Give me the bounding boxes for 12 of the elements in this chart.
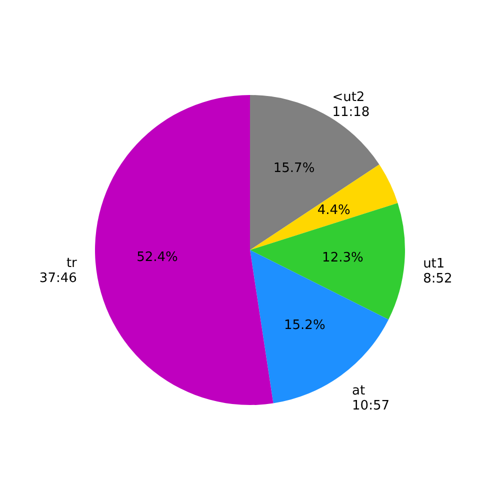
- data-label: 15.7%: [273, 161, 315, 176]
- pie-slice: [95, 95, 274, 405]
- slice-label: ut1 8:52: [423, 256, 452, 287]
- slice-label: at 10:57: [352, 383, 390, 414]
- data-label: 4.4%: [317, 202, 350, 218]
- pie-slice: [250, 164, 398, 250]
- data-label: 52.4%: [136, 250, 178, 266]
- slice-label: tr 37:46: [39, 256, 78, 286]
- slice-label: <ut2 11:18: [332, 90, 370, 120]
- data-label: 15.2%: [284, 318, 326, 334]
- data-label: 12.3%: [322, 250, 364, 266]
- pie-slice: [250, 203, 405, 320]
